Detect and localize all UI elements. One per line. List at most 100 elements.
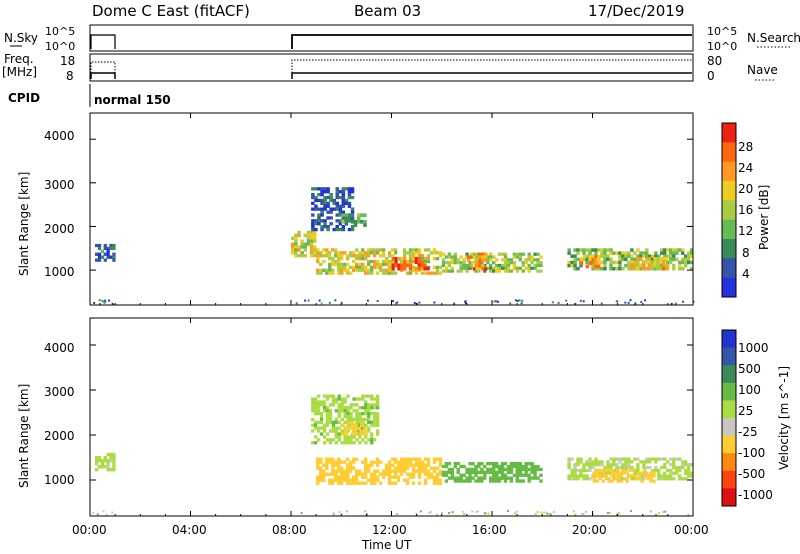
velocity-cell: [352, 460, 356, 464]
velocity-cell: [387, 466, 392, 470]
power-cell: [441, 269, 446, 273]
freq-panel: Freq. [MHz] 18 8 80 0 Nave: [2, 52, 778, 83]
velocity-cell: [655, 513, 658, 516]
velocity-cell: [370, 406, 374, 410]
velocity-cell: [675, 457, 679, 461]
velocity-cell: [666, 460, 670, 464]
velocity-cell: [598, 468, 602, 472]
velocity-cell: [317, 409, 321, 413]
power-cell: [639, 254, 643, 258]
power-cell: [506, 261, 511, 265]
velocity-cell: [349, 412, 353, 416]
power-cell: [594, 248, 598, 252]
x-tick: 04:00: [172, 523, 207, 537]
power-cell: [294, 245, 298, 249]
power-cell: [645, 254, 649, 258]
power-cell: [325, 254, 329, 258]
power-cell: [361, 262, 365, 267]
power-cell: [411, 265, 416, 269]
nsky-panel: N.Sky 10^5 10^0 10^5 10^0 N.Search: [4, 24, 800, 53]
power-cell: [95, 258, 99, 262]
power-cell: [600, 251, 604, 255]
velocity-cell: [447, 467, 452, 472]
velocity-cell: [334, 420, 338, 424]
velocity-cell: [423, 472, 428, 476]
power-cell: [403, 266, 407, 271]
velocity-cell: [331, 394, 335, 398]
power-cell: [481, 267, 485, 271]
velocity-cell: [585, 474, 589, 478]
velocity-cell: [438, 481, 443, 485]
power-cell: [524, 261, 528, 265]
velocity-cell: [649, 510, 652, 513]
velocity-cell: [325, 463, 329, 467]
velocity-cell: [672, 463, 676, 467]
power-cell: [681, 300, 684, 303]
power-cell: [352, 254, 356, 258]
velocity-cell: [349, 460, 353, 464]
velocity-cell: [444, 470, 449, 474]
power-cell: [417, 251, 422, 255]
power-cell: [352, 265, 356, 269]
velocity-cell: [468, 476, 472, 480]
power-cell: [639, 267, 643, 271]
power-cell: [426, 271, 431, 275]
velocity-cell: [316, 460, 320, 464]
power-cell: [585, 257, 589, 262]
power-cell: [317, 198, 321, 203]
power-cell: [669, 248, 673, 252]
velocity-cell: [543, 511, 546, 514]
x-tick: 00:00: [72, 523, 107, 537]
power-cell: [408, 271, 413, 275]
velocity-cell: [347, 426, 351, 430]
power-cell: [316, 271, 320, 275]
power-cell: [660, 248, 664, 252]
velocity-cell: [322, 394, 327, 398]
velocity-cell: [627, 457, 631, 461]
power-cell: [681, 267, 685, 271]
velocity-cell: [495, 464, 499, 469]
velocity-cell: [405, 466, 410, 470]
power-cell: [353, 223, 358, 227]
velocity-cell: [328, 394, 333, 398]
velocity-cell: [393, 466, 398, 470]
velocity-cell: [438, 457, 443, 461]
power-cell: [112, 246, 116, 251]
power-cell: [334, 262, 338, 267]
beam-title: Beam 03: [354, 2, 421, 20]
power-cell: [358, 268, 362, 272]
power-cell: [516, 300, 519, 302]
velocity-cell: [352, 466, 356, 470]
power-cell: [367, 268, 371, 272]
velocity-cell: [592, 476, 596, 480]
velocity-cell: [328, 412, 333, 416]
velocity-cell: [426, 463, 431, 467]
velocity-cell: [610, 471, 614, 475]
velocity-cell: [630, 465, 634, 470]
velocity-cell: [319, 432, 324, 436]
power-cell: [323, 207, 327, 211]
power-cell: [387, 271, 392, 275]
velocity-cell: [355, 403, 359, 407]
power-cbar-swatch: [722, 200, 736, 221]
power-cell: [376, 300, 379, 302]
power-cell: [582, 257, 586, 262]
power-cell: [381, 268, 386, 272]
power-cell: [352, 259, 356, 264]
power-cell: [518, 258, 522, 262]
power-cell: [565, 299, 568, 302]
velocity-cell: [340, 469, 344, 473]
velocity-cell: [360, 421, 364, 425]
power-cell: [335, 201, 339, 205]
power-cell: [465, 263, 469, 268]
power-cell: [495, 269, 499, 273]
power-cell: [672, 248, 676, 252]
power-cell: [350, 225, 355, 229]
velocity-cell: [642, 477, 646, 481]
velocity-cell: [690, 463, 694, 467]
velocity-cell: [367, 394, 371, 398]
power-cell: [109, 246, 113, 251]
power-cell: [378, 262, 383, 267]
velocity-cell: [337, 397, 341, 401]
velocity-cell: [606, 471, 610, 475]
